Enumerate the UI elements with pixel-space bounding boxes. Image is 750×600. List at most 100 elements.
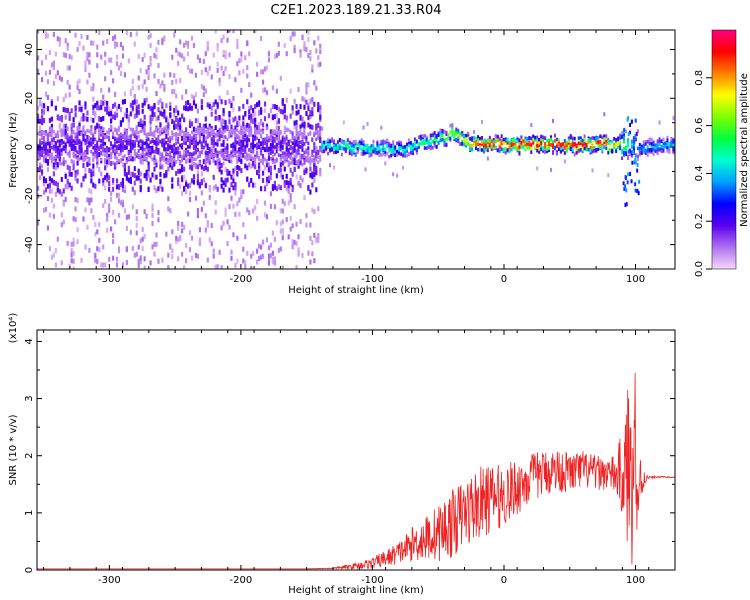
spectrogram-x-tick-label: -300: [98, 274, 121, 285]
spectrogram-cell: [72, 139, 75, 143]
spectrogram-cell: [155, 147, 158, 151]
spectrogram-cell: [100, 151, 103, 156]
spectrogram-cell: [356, 142, 359, 147]
spectrogram-cell: [216, 102, 219, 108]
spectrogram-cell: [382, 139, 385, 144]
spectrogram-cell: [115, 256, 119, 262]
spectrogram-cell: [230, 159, 233, 164]
spectrogram-cell: [80, 152, 83, 157]
spectrogram-cell: [123, 98, 127, 104]
spectrogram-cell: [297, 131, 300, 135]
spectrogram-cell: [131, 143, 134, 147]
spectrogram-cell: [184, 242, 188, 248]
spectrogram-cell: [121, 133, 124, 138]
spectrogram-cell: [285, 134, 288, 139]
spectrogram-cell: [133, 180, 136, 186]
spectrogram-cell: [64, 93, 67, 99]
spectrogram-cell: [311, 153, 314, 158]
spectrogram-cell: [135, 99, 138, 105]
spectrogram-cell: [100, 126, 103, 132]
spectrogram-cell: [265, 159, 268, 163]
spectrogram-cell: [500, 147, 503, 151]
spectrogram-cell: [78, 151, 81, 156]
spectrogram-cell: [279, 246, 282, 252]
spectrogram-cell: [228, 73, 231, 79]
spectrogram-cell: [307, 105, 310, 111]
spectrogram-cell: [311, 171, 314, 177]
spectrogram-cell: [405, 146, 408, 150]
spectrogram-cell: [149, 154, 152, 159]
spectrogram-cell: [121, 117, 125, 123]
spectrogram-cell: [642, 148, 645, 152]
spectrogram-cell: [626, 117, 629, 122]
spectrogram-cell: [252, 182, 255, 188]
spectrogram-cell: [522, 145, 525, 149]
spectrogram-cell: [301, 133, 304, 137]
spectrogram-cell: [250, 142, 253, 147]
spectrogram-cell: [74, 134, 77, 139]
spectrogram-cell: [636, 146, 639, 151]
spectrogram-cell: [305, 139, 308, 144]
spectrogram-cell: [277, 118, 280, 124]
spectrogram-cell: [222, 220, 225, 226]
spectrogram-cell: [536, 148, 539, 153]
spectrogram-cell: [143, 265, 146, 269]
spectrogram-cell: [96, 104, 99, 110]
spectrogram-cell: [271, 139, 274, 143]
spectrogram-cell: [378, 143, 381, 148]
spectrogram-cell: [183, 105, 186, 111]
spectrogram-cell: [254, 30, 257, 34]
spectrogram-cell: [106, 135, 109, 139]
spectrogram-cell: [392, 172, 395, 177]
spectrogram-cell: [102, 134, 105, 140]
snr-x-tick-label: 0: [501, 575, 507, 586]
spectrogram-cell: [257, 100, 261, 106]
spectrogram-cell: [295, 103, 298, 109]
spectrogram-cell: [165, 130, 168, 136]
spectrogram-cell: [277, 134, 280, 139]
spectrogram-cell: [398, 142, 401, 147]
spectrogram-cell: [82, 162, 85, 168]
spectrogram-cell: [601, 147, 604, 151]
spectrogram-cell: [214, 125, 217, 131]
spectrogram-cell: [480, 119, 483, 124]
spectrogram-cell: [382, 141, 385, 146]
spectrogram-cell: [563, 139, 566, 143]
spectrogram-cell: [169, 243, 172, 249]
spectrogram-cell: [52, 64, 55, 70]
spectrogram-cell: [192, 139, 196, 145]
spectrogram-cell: [50, 123, 54, 129]
spectrogram-cell: [242, 189, 245, 195]
spectrogram-cell: [218, 77, 221, 83]
spectrogram-cell: [129, 171, 132, 177]
spectrogram-cell: [317, 155, 320, 160]
spectrogram-cell: [40, 153, 43, 158]
spectrogram-cell: [139, 259, 142, 265]
spectrogram-cell: [267, 138, 270, 143]
spectrogram-cell: [110, 155, 113, 160]
spectrogram-cell: [135, 127, 138, 131]
spectrogram-cell: [181, 228, 184, 234]
spectrogram-cell: [451, 126, 454, 131]
spectrogram-cell: [151, 145, 154, 150]
spectrogram-cell: [210, 128, 213, 132]
spectrogram-cell: [267, 148, 270, 153]
spectrogram-cell: [58, 157, 61, 163]
spectrogram-cell: [76, 169, 79, 175]
spectrogram-cell: [611, 149, 614, 153]
spectrogram-cell: [153, 241, 156, 247]
spectrogram-cell: [82, 158, 85, 163]
spectrogram-cell: [104, 165, 107, 171]
spectrogram-cell: [261, 79, 265, 85]
spectrogram-cell: [248, 162, 251, 168]
spectrogram-cell: [42, 207, 46, 213]
spectrogram-cell: [226, 219, 229, 225]
spectrogram-cell: [285, 186, 288, 192]
spectrogram-cell: [76, 132, 79, 136]
spectrogram-cell: [161, 164, 164, 170]
spectrogram-cell: [473, 142, 476, 147]
spectrogram-cell: [196, 164, 200, 170]
spectrogram-cell: [177, 110, 180, 116]
spectrogram-cell: [252, 160, 255, 166]
